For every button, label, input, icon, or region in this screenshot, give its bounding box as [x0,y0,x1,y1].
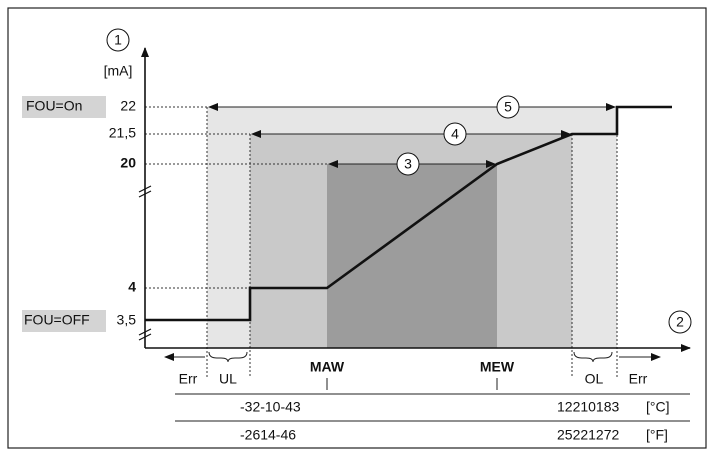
axis-breaks [138,185,152,341]
marker-circle [668,310,692,334]
boundaries [206,107,618,378]
zone-label: UL [219,371,237,387]
marker-circle [396,152,420,176]
range-label: 4 [451,126,459,142]
marker-circle [106,28,130,52]
level-label: 4 [128,279,136,295]
range-label: 5 [504,99,512,115]
level-label: 3,5 [117,312,137,328]
level-label: 20 [120,155,136,171]
level-tag: FOU=OFF [24,312,90,328]
output-curve [145,105,672,322]
scale-unit: [°F] [646,427,668,443]
label-box [22,310,106,332]
scale-unit: [°C] [646,399,670,415]
level-lines [145,106,327,289]
scale-high: 12210183 [557,399,620,415]
scale-low: -2614-46 [240,427,296,443]
zone-label: MAW [310,359,345,375]
level-tag: FOU=On [26,98,82,114]
marker-circle [496,95,520,119]
scale-low: -32-10-43 [240,399,301,415]
range-3 [327,164,497,348]
level-label: 21,5 [109,125,136,141]
zone-marks [164,351,661,390]
marker-circle [443,122,467,146]
zone-label: MEW [480,359,515,375]
axis-marker: 2 [676,314,684,330]
level-label: 22 [120,98,136,114]
label-box [22,96,106,118]
axis-marker: 1 [114,32,122,48]
scale-high: 25221272 [557,427,620,443]
zone-label: OL [585,371,604,387]
zone-label: Err [629,371,648,387]
y-unit: [mA] [104,63,133,79]
range-label: 3 [404,156,412,172]
zone-label: Err [179,371,198,387]
